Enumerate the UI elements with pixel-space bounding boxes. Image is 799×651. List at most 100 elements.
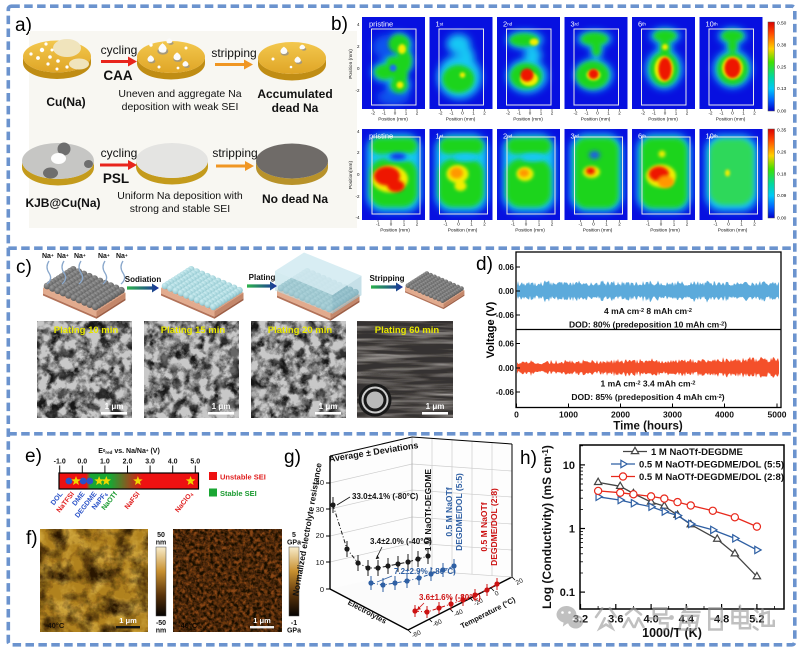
svg-text:2: 2 [416,222,419,227]
svg-text:50: 50 [157,532,165,539]
svg-text:cycling: cycling [101,146,138,160]
svg-text:-80: -80 [411,629,423,640]
svg-text:Position (mm): Position (mm) [581,117,611,123]
svg-text:-1: -1 [713,222,717,227]
svg-text:-2: -2 [506,111,510,116]
svg-text:Position (mm): Position (mm) [583,228,613,234]
svg-text:Plating 20 min: Plating 20 min [268,325,333,336]
svg-text:0.25: 0.25 [777,65,787,71]
svg-text:-1: -1 [382,111,386,116]
svg-text:Position (mm): Position (mm) [446,117,476,123]
svg-text:0.0: 0.0 [77,459,87,466]
svg-text:4000: 4000 [715,410,734,420]
svg-text:pristine: pristine [369,132,393,141]
svg-text:2: 2 [483,222,486,227]
svg-text:GPa: GPa [287,540,301,547]
svg-text:Position (mm): Position (mm) [650,228,680,234]
svg-text:0: 0 [525,222,528,227]
svg-text:-2: -2 [355,88,359,93]
svg-text:5: 5 [292,532,296,539]
svg-text:3000: 3000 [663,410,682,420]
svg-text:Position (mm): Position (mm) [718,228,748,234]
svg-text:2: 2 [357,150,360,155]
svg-text:1 μm: 1 μm [426,402,445,411]
svg-text:Stripping: Stripping [369,274,404,283]
svg-text:0.00: 0.00 [498,364,514,373]
svg-text:1000: 1000 [559,410,578,420]
svg-text:1: 1 [675,111,678,116]
svg-text:-1: -1 [578,222,582,227]
svg-text:g): g) [284,447,301,468]
svg-text:1: 1 [470,222,473,227]
svg-text:-1: -1 [291,620,297,627]
svg-text:DOD: 85% (predeposition 4 mAh: DOD: 85% (predeposition 4 mAh cm-2) [571,392,724,402]
svg-text:6th: 6th [638,20,646,29]
svg-text:Unstable SEI: Unstable SEI [220,473,266,482]
svg-text:0: 0 [727,222,730,227]
svg-text:Uniform Na deposition with: Uniform Na deposition with [117,190,243,202]
svg-text:3.6±1.6% (-80°C): 3.6±1.6% (-80°C) [419,593,481,602]
svg-text:-1: -1 [646,222,650,227]
svg-text:PSL: PSL [103,171,129,186]
svg-text:DEGDME/DOL (2:8): DEGDME/DOL (2:8) [489,488,499,566]
svg-text:1: 1 [740,222,743,227]
svg-text:0.00: 0.00 [777,216,787,222]
svg-text:0.06: 0.06 [498,340,514,349]
svg-text:0: 0 [596,111,599,116]
svg-text:cycling: cycling [101,43,138,57]
svg-text:NaClO4: NaClO4 [174,491,195,515]
svg-text:-2: -2 [438,111,442,116]
svg-text:d): d) [476,254,493,275]
svg-text:0: 0 [457,222,460,227]
svg-text:-1: -1 [376,222,380,227]
svg-text:1: 1 [607,111,610,116]
svg-text:0.38: 0.38 [777,43,787,49]
svg-text:2: 2 [686,111,689,116]
svg-text:Position (mm): Position (mm) [513,117,543,123]
svg-text:-2: -2 [371,111,375,116]
svg-text:-0.06: -0.06 [496,311,515,320]
svg-text:2: 2 [618,222,621,227]
svg-text:Position (mm): Position (mm) [515,228,545,234]
svg-text:1: 1 [405,111,408,116]
svg-text:-4: -4 [355,215,359,220]
svg-text:-2: -2 [355,194,359,199]
svg-text:1 M NaOTf-DEGDME: 1 M NaOTf-DEGDME [423,469,433,552]
svg-text:Voltage (V): Voltage (V) [485,301,497,358]
svg-text:nm: nm [156,628,167,635]
svg-text:1: 1 [403,222,406,227]
svg-text:40: 40 [316,478,324,487]
svg-text:2nd: 2nd [503,20,513,29]
svg-text:Position (mm): Position (mm) [648,117,678,123]
svg-text:Plating 60 min: Plating 60 min [375,325,440,336]
svg-text:0.06: 0.06 [498,263,514,272]
svg-text:2: 2 [753,111,756,116]
svg-text:0.26: 0.26 [777,150,787,156]
svg-text:10th: 10th [706,20,719,29]
svg-text:-1.0: -1.0 [54,459,66,466]
svg-text:20: 20 [316,531,324,540]
svg-text:-1: -1 [443,222,447,227]
svg-text:1: 1 [742,111,745,116]
svg-text:-20: -20 [473,597,485,608]
svg-text:33.0±4.1% (-80°C): 33.0±4.1% (-80°C) [352,492,419,501]
svg-text:1st: 1st [436,20,444,29]
svg-text:2: 2 [357,44,360,49]
svg-text:-40°C: -40°C [178,621,198,630]
svg-text:-50: -50 [156,620,166,627]
svg-text:stripping: stripping [212,146,257,160]
svg-text:1: 1 [605,222,608,227]
svg-text:1: 1 [673,222,676,227]
svg-text:10: 10 [316,558,324,567]
svg-text:1: 1 [540,111,543,116]
svg-text:0.5 M NaOTf: 0.5 M NaOTf [444,487,454,536]
svg-text:Log (Conductivity) (mS cm-1): Log (Conductivity) (mS cm-1) [540,445,554,609]
svg-text:pristine: pristine [369,20,393,29]
svg-text:0.1: 0.1 [560,587,575,599]
svg-text:Plating 15 min: Plating 15 min [161,325,226,336]
svg-text:10: 10 [563,460,575,472]
svg-text:3.0: 3.0 [145,459,155,466]
svg-text:-2: -2 [573,111,577,116]
svg-text:1: 1 [538,222,541,227]
svg-text:0: 0 [320,585,324,594]
